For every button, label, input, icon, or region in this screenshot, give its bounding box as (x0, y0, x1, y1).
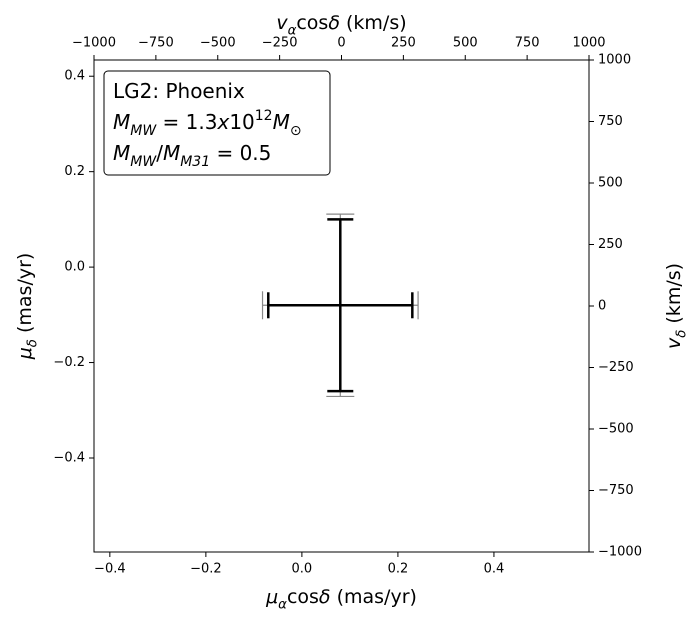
text-part: v (276, 12, 288, 34)
y-tick-label: −0.4 (53, 450, 85, 465)
text-part: δ (328, 12, 340, 34)
text-part: μ (265, 586, 278, 608)
text-part: v (663, 337, 685, 349)
text-part: δ (319, 586, 331, 608)
text-part: MW (130, 123, 157, 139)
x2-tick-label: −250 (262, 36, 298, 51)
y-tick-label: 0.4 (64, 69, 85, 84)
y2-tick-label: 500 (598, 176, 623, 191)
annotation-line: MMW/MM31 = 0.5 (113, 141, 271, 170)
text-part: LG2: Phoenix (113, 79, 245, 103)
text-part: / (156, 141, 163, 165)
text-part: δ (26, 339, 41, 347)
text-part: 10 (229, 110, 254, 134)
text-part: 12 (255, 108, 273, 124)
y-axis-label: μδ (mas/yr) (14, 253, 41, 361)
x2-tick-label: 0 (337, 36, 345, 51)
x2-tick-label: −500 (200, 36, 236, 51)
text-part: MW (130, 154, 157, 170)
text-part: α (278, 598, 287, 613)
y2-tick-label: 1000 (598, 53, 631, 68)
x2-axis-label: vαcosδ (km/s) (276, 12, 406, 39)
y2-tick-label: −500 (598, 422, 634, 437)
y2-tick-label: 750 (598, 114, 623, 129)
text-part: cos (287, 586, 319, 608)
x-tick-label: 0.4 (484, 562, 505, 577)
text-part: (km/s) (663, 263, 685, 330)
text-part: μ (14, 347, 36, 360)
x2-tick-label: −1000 (72, 36, 116, 51)
x-axis-label: μαcosδ (mas/yr) (265, 586, 417, 613)
x-tick-label: −0.2 (190, 562, 222, 577)
y2-tick-label: −250 (598, 360, 634, 375)
text-part: α (288, 24, 297, 39)
text-part: x (216, 110, 229, 134)
text-part: M (163, 141, 180, 165)
y2-tick-label: −750 (598, 483, 634, 498)
y2-tick-label: −1000 (598, 545, 642, 560)
text-part: ⊙ (290, 123, 302, 139)
text-part: (mas/yr) (14, 253, 36, 339)
text-part: M (113, 141, 130, 165)
text-part: M (273, 110, 290, 134)
x-tick-label: 0.2 (388, 562, 409, 577)
x-tick-label: 0.0 (292, 562, 313, 577)
text-part: δ (675, 330, 690, 338)
x-tick-label: −0.4 (94, 562, 126, 577)
annotation-line: LG2: Phoenix (113, 79, 245, 103)
y2-axis-label: vδ (km/s) (663, 263, 690, 349)
text-part: cos (296, 12, 328, 34)
y-tick-label: −0.2 (53, 355, 85, 370)
text-part: = 1.3 (156, 110, 217, 134)
text-part: M31 (180, 154, 210, 170)
text-part: M (113, 110, 130, 134)
x2-tick-label: 250 (391, 36, 416, 51)
y2-tick-label: 0 (598, 299, 606, 314)
text-part: = 0.5 (210, 141, 271, 165)
y-tick-label: 0.0 (64, 260, 85, 275)
x2-tick-label: 750 (515, 36, 540, 51)
annotation-line: MMW = 1.3x1012M⊙ (113, 108, 302, 139)
text-part: (mas/yr) (331, 586, 417, 608)
annotation-box (103, 70, 331, 176)
text-part: (km/s) (340, 12, 407, 34)
y2-tick-label: 250 (598, 237, 623, 252)
x2-tick-label: 500 (453, 36, 478, 51)
y-tick-label: 0.2 (64, 164, 85, 179)
x2-tick-label: 1000 (572, 36, 605, 51)
x2-tick-label: −750 (138, 36, 174, 51)
